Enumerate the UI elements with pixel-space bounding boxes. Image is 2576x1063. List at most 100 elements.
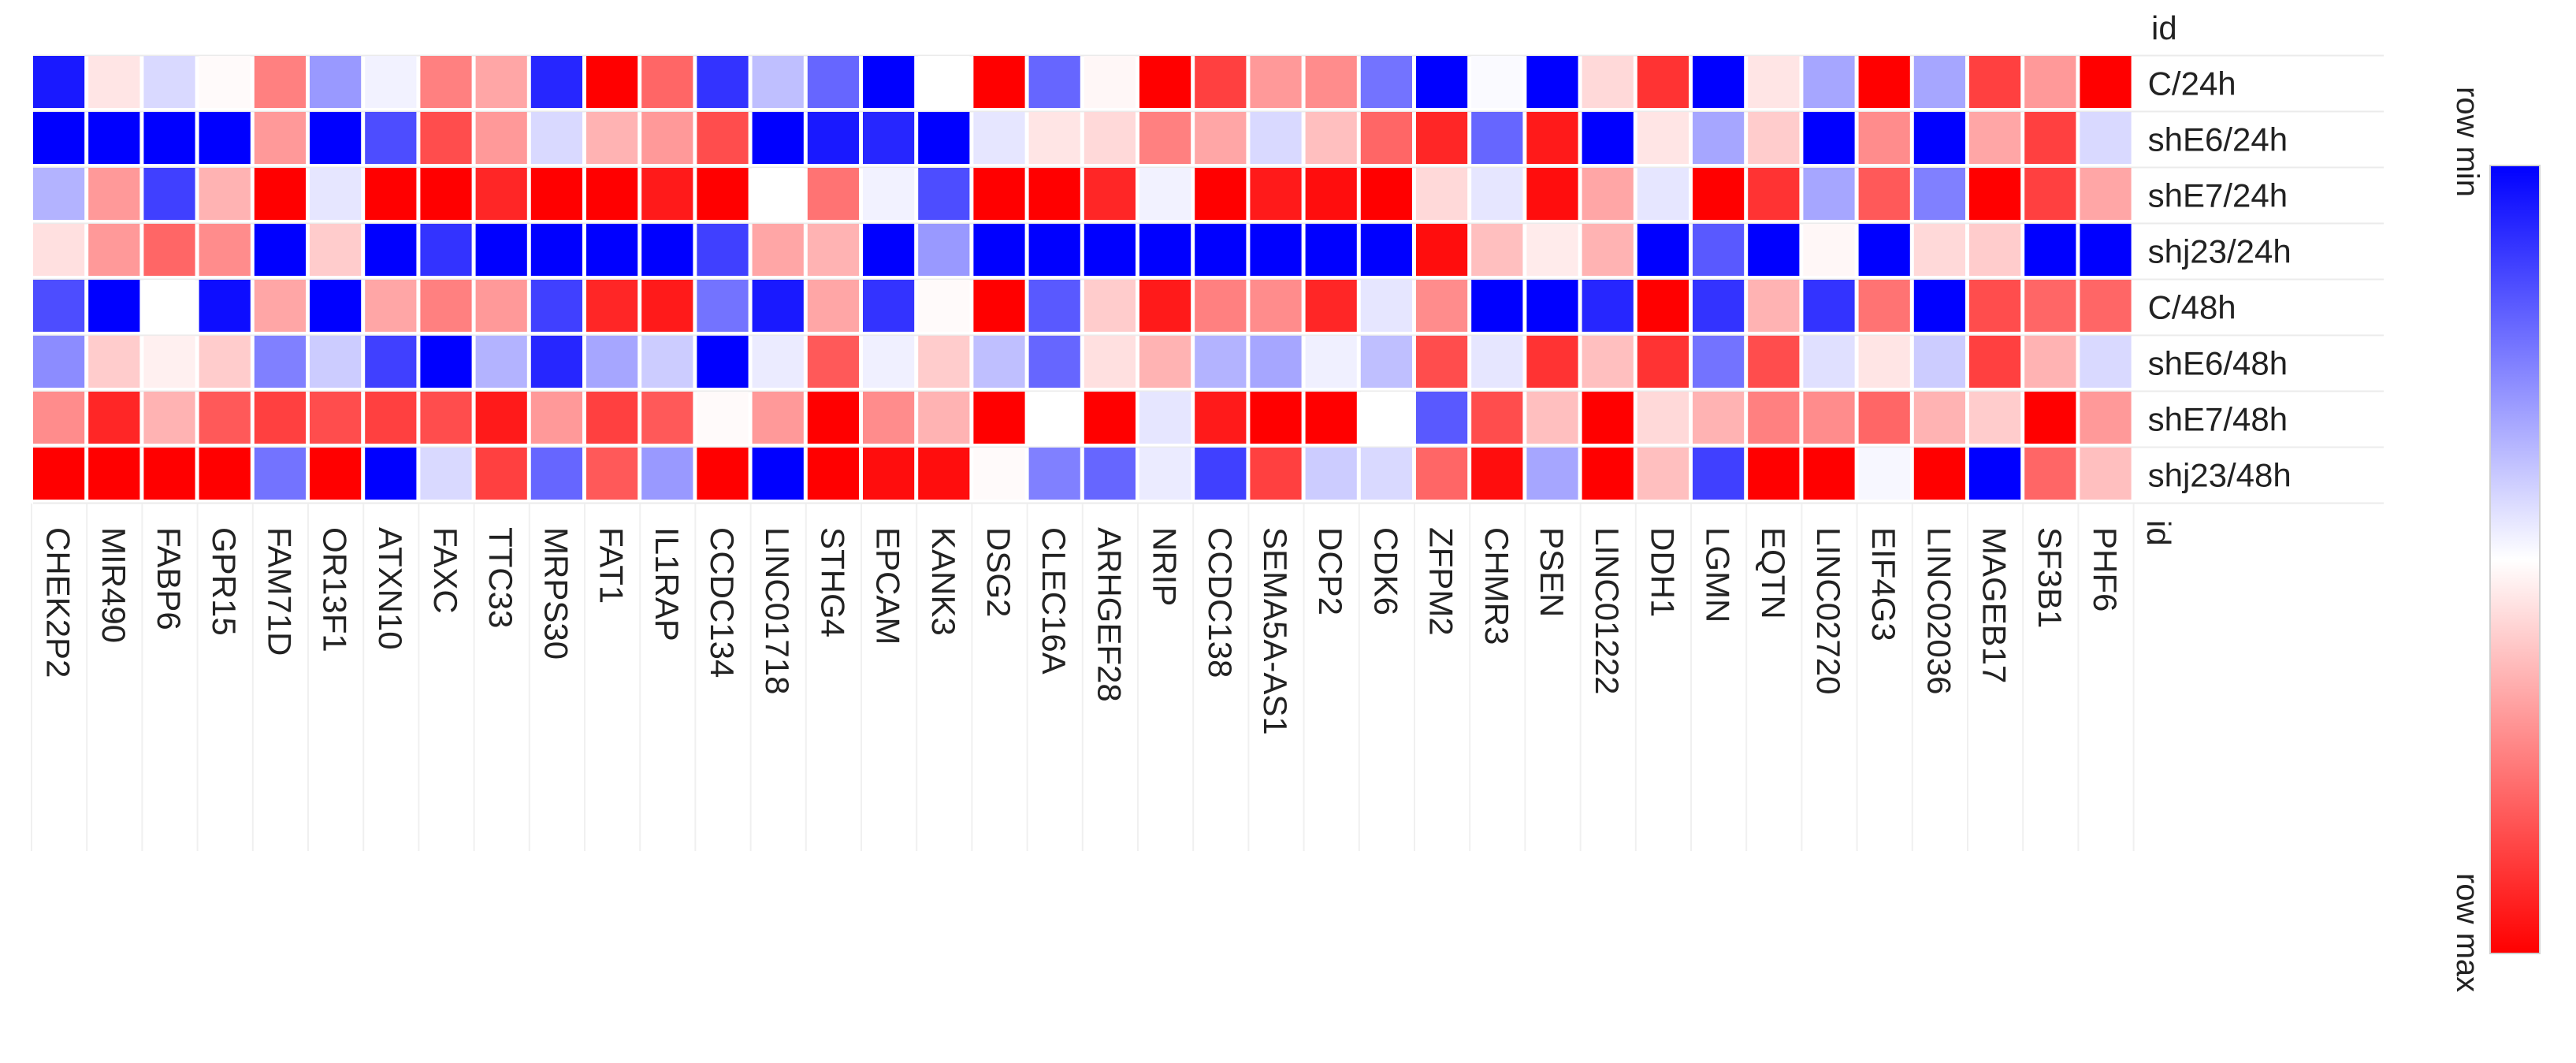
heatmap-cell bbox=[1803, 336, 1855, 388]
heatmap-cell bbox=[88, 448, 140, 500]
heatmap-cell bbox=[420, 280, 472, 332]
row-label: shE6/48h bbox=[2148, 345, 2288, 382]
heatmap-cell bbox=[641, 336, 693, 388]
heatmap-cell bbox=[918, 168, 970, 220]
heatmap-cell bbox=[1305, 280, 1357, 332]
heatmap-cell bbox=[88, 224, 140, 276]
row-separators bbox=[33, 54, 2384, 504]
heatmap-cell bbox=[1693, 112, 1745, 164]
heatmap-cell bbox=[33, 448, 85, 500]
heatmap-cell bbox=[752, 112, 804, 164]
heatmap-cell bbox=[1471, 448, 1523, 500]
heatmap-cell bbox=[1748, 392, 1800, 444]
heatmap-cell bbox=[1305, 224, 1357, 276]
column-label: ARHGEF28 bbox=[1091, 527, 1128, 702]
heatmap-cell bbox=[2024, 168, 2076, 220]
heatmap-cell bbox=[1858, 336, 1910, 388]
corner-id-label: id bbox=[2151, 9, 2177, 46]
heatmap-cell bbox=[199, 224, 251, 276]
heatmap-cell bbox=[33, 112, 85, 164]
heatmap-cell bbox=[1084, 448, 1136, 500]
heatmap-cell bbox=[807, 112, 859, 164]
heatmap-cell bbox=[1969, 56, 2021, 108]
heatmap-cell bbox=[1803, 112, 1855, 164]
heatmap-cell bbox=[1471, 112, 1523, 164]
column-label: FAXC bbox=[427, 527, 464, 614]
heatmap-cell bbox=[697, 56, 749, 108]
heatmap-cell bbox=[1913, 336, 1965, 388]
heatmap-cell bbox=[1195, 168, 1247, 220]
heatmap-cell bbox=[143, 224, 195, 276]
heatmap-cell bbox=[420, 112, 472, 164]
heatmap-cell bbox=[530, 224, 582, 276]
heatmap-cell bbox=[1139, 448, 1191, 500]
column-label: FAT1 bbox=[593, 527, 630, 604]
heatmap-cell bbox=[2080, 112, 2132, 164]
heatmap-cell bbox=[1526, 112, 1578, 164]
row-label: shE7/24h bbox=[2148, 177, 2288, 214]
column-axis-id-label: id bbox=[2140, 520, 2177, 546]
heatmap-cell bbox=[33, 224, 85, 276]
heatmap-cell bbox=[530, 336, 582, 388]
heatmap-cell bbox=[1139, 392, 1191, 444]
heatmap-cell bbox=[2080, 224, 2132, 276]
heatmap-cell bbox=[1250, 280, 1302, 332]
column-label: OR13F1 bbox=[317, 527, 354, 652]
heatmap-cell bbox=[1028, 224, 1080, 276]
heatmap-cell bbox=[1637, 392, 1689, 444]
heatmap-cell bbox=[1471, 224, 1523, 276]
column-label: DSG2 bbox=[980, 527, 1017, 617]
heatmap-cell bbox=[1858, 280, 1910, 332]
heatmap-cell bbox=[1858, 392, 1910, 444]
heatmap-cell bbox=[973, 112, 1025, 164]
heatmap-cell bbox=[420, 224, 472, 276]
heatmap-cell bbox=[1637, 280, 1689, 332]
heatmap-cell bbox=[641, 56, 693, 108]
heatmap-cell bbox=[1028, 56, 1080, 108]
heatmap-cell bbox=[1582, 336, 1634, 388]
heatmap-cell bbox=[88, 168, 140, 220]
heatmap-cell bbox=[1028, 112, 1080, 164]
heatmap-cell bbox=[1969, 392, 2021, 444]
heatmap-cell bbox=[1416, 56, 1468, 108]
heatmap-cell bbox=[1582, 224, 1634, 276]
heatmap-cell bbox=[1637, 112, 1689, 164]
heatmap-cell bbox=[1526, 448, 1578, 500]
heatmap-cell bbox=[475, 392, 527, 444]
heatmap-cell bbox=[973, 392, 1025, 444]
heatmap-cell bbox=[752, 336, 804, 388]
column-label: MAGEB17 bbox=[1976, 527, 2013, 683]
heatmap-cell bbox=[1748, 168, 1800, 220]
heatmap-cell bbox=[2024, 392, 2076, 444]
heatmap-cell bbox=[1416, 224, 1468, 276]
heatmap-cell bbox=[1139, 224, 1191, 276]
heatmap-cell bbox=[1913, 56, 1965, 108]
column-label: EQTN bbox=[1755, 527, 1792, 619]
heatmap-cell bbox=[1913, 448, 1965, 500]
heatmap-cell bbox=[199, 392, 251, 444]
heatmap-cell bbox=[1748, 336, 1800, 388]
heatmap-cell bbox=[973, 448, 1025, 500]
heatmap-cell bbox=[88, 112, 140, 164]
column-label: CCDC138 bbox=[1202, 527, 1239, 678]
heatmap-cell bbox=[420, 392, 472, 444]
heatmap-cell bbox=[697, 280, 749, 332]
column-label: LGMN bbox=[1700, 527, 1737, 623]
heatmap-cell bbox=[1748, 224, 1800, 276]
heatmap-cell bbox=[863, 56, 915, 108]
column-label: PHF6 bbox=[2087, 527, 2124, 611]
heatmap-cell bbox=[1250, 112, 1302, 164]
heatmap-cell bbox=[641, 168, 693, 220]
heatmap-cell bbox=[973, 280, 1025, 332]
heatmap-cell bbox=[1195, 336, 1247, 388]
heatmap-cell bbox=[1582, 112, 1634, 164]
heatmap-cell bbox=[1250, 168, 1302, 220]
heatmap-cell bbox=[918, 392, 970, 444]
heatmap-cell bbox=[33, 336, 85, 388]
heatmap-cell bbox=[530, 448, 582, 500]
heatmap-cell bbox=[1803, 448, 1855, 500]
column-label: DDH1 bbox=[1644, 527, 1681, 617]
heatmap-cell bbox=[1360, 336, 1412, 388]
heatmap-cell bbox=[1637, 448, 1689, 500]
heatmap-cell bbox=[33, 280, 85, 332]
